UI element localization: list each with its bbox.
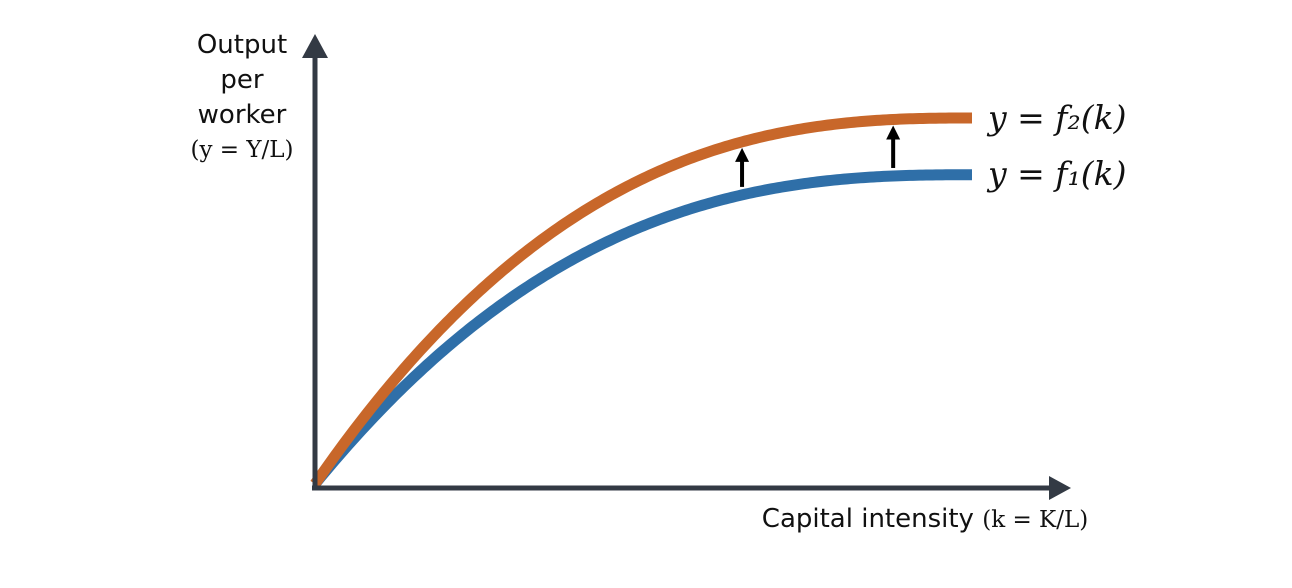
y-label-line-3: worker: [197, 100, 287, 130]
y-label-line-2: per: [220, 65, 264, 95]
curve-f1: [310, 169, 972, 488]
y-axis-arrowhead: [302, 34, 328, 58]
curve-label-f2: y = f₂(k): [988, 98, 1127, 137]
y-axis-label: Output per worker (y = Y/L): [172, 28, 312, 168]
x-axis-arrowhead: [1049, 476, 1071, 500]
x-label-text: Capital intensity: [761, 504, 974, 534]
shift-arrow-2: [886, 125, 901, 168]
shift-arrow-1: [735, 147, 750, 187]
curve-f2: [310, 112, 972, 488]
y-label-formula: (y = Y/L): [190, 137, 294, 163]
curve-label-f1: y = f₁(k): [988, 154, 1127, 193]
x-axis-label: Capital intensity (k = K/L): [700, 504, 1150, 534]
x-label-formula: (k = K/L): [982, 507, 1089, 533]
y-label-line-1: Output: [196, 30, 288, 60]
